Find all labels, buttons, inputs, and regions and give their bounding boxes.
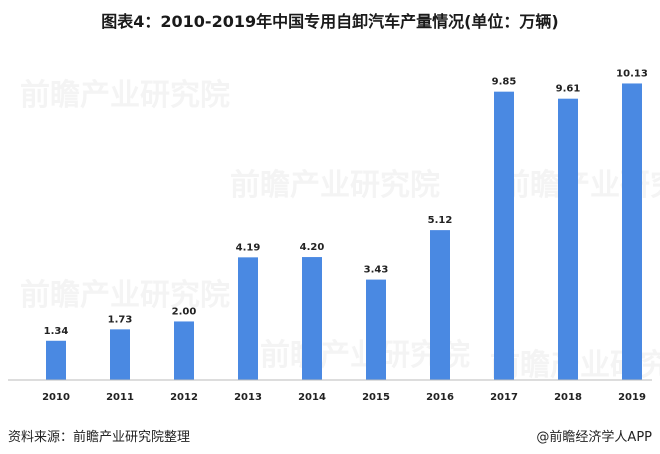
bar-2010	[46, 340, 66, 380]
source-note: 资料来源：前瞻产业研究院整理	[8, 430, 191, 445]
bar-2017	[494, 91, 514, 380]
value-label-2014: 4.20	[300, 242, 325, 253]
bar-2011	[110, 329, 130, 380]
value-labels-group: 1.34 1.73 2.00 4.19 4.20 3.43 5.12 9.85 9.61 10.1…	[44, 68, 648, 336]
bars-group	[46, 83, 642, 381]
x-tick-label-2014: 2014	[298, 392, 326, 403]
value-label-2018: 9.61	[556, 84, 581, 95]
value-label-2017: 9.85	[492, 77, 517, 88]
bar-2013	[238, 257, 258, 380]
x-tick-label-2015: 2015	[362, 392, 390, 403]
x-tick-label-2010: 2010	[42, 392, 70, 403]
bar-2019	[622, 83, 642, 380]
brand-credit: @前瞻经济学人APP	[536, 430, 652, 445]
x-tick-label-2012: 2012	[170, 392, 198, 403]
x-tick-label-2019: 2019	[618, 392, 646, 403]
chart-title: 图表4：2010-2019年中国专用自卸汽车产量情况(单位：万辆)	[101, 12, 559, 31]
value-label-2016: 5.12	[428, 215, 453, 226]
bar-2018	[558, 98, 578, 381]
value-label-2010: 1.34	[44, 326, 69, 337]
value-label-2013: 4.19	[236, 242, 261, 253]
x-tick-label-2018: 2018	[554, 392, 582, 403]
bar-2016	[430, 230, 450, 380]
x-tick-labels-group: 2010 2011 2012 2013 2014 2015 2016 2017 2018 2019	[42, 392, 646, 403]
value-label-2019: 10.13	[616, 68, 648, 79]
bar-2015	[366, 279, 386, 380]
x-tick-label-2016: 2016	[426, 392, 454, 403]
value-label-2012: 2.00	[172, 306, 197, 317]
value-label-2015: 3.43	[364, 265, 389, 276]
bar-2014	[302, 257, 322, 380]
x-tick-label-2017: 2017	[490, 392, 518, 403]
value-label-2011: 1.73	[108, 314, 133, 325]
x-tick-label-2011: 2011	[106, 392, 134, 403]
x-tick-label-2013: 2013	[234, 392, 262, 403]
bar-2012	[174, 321, 194, 380]
